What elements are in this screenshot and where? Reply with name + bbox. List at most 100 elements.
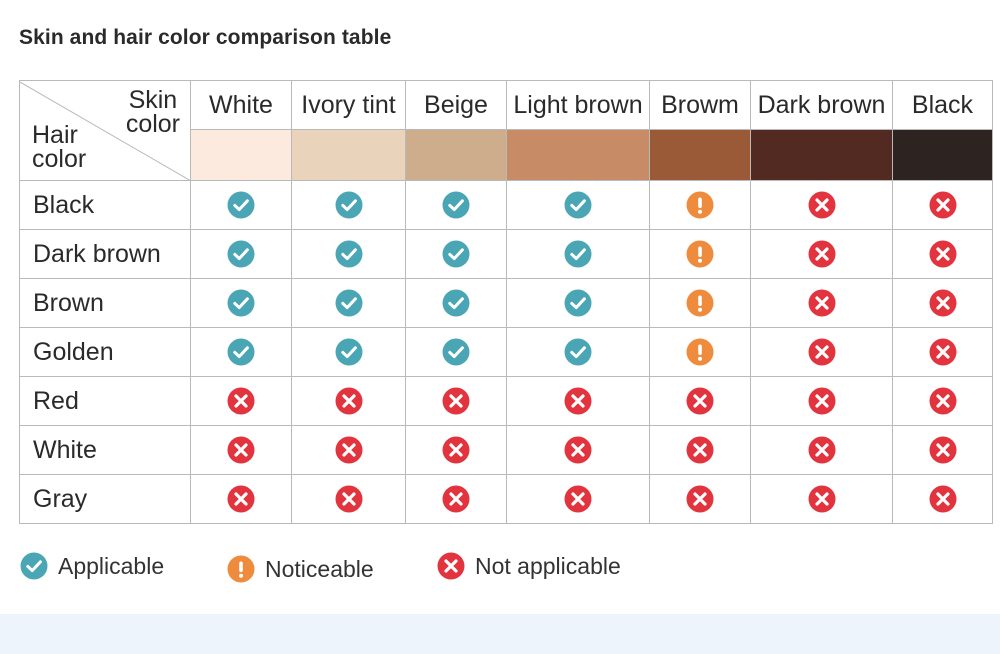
- swatch-row: [20, 129, 993, 181]
- skin-name: Dark brown: [757, 90, 886, 119]
- compat-cell: [190, 376, 292, 426]
- exclamation-circle-icon: [686, 240, 714, 268]
- cross-circle-icon: [929, 387, 957, 415]
- cross-circle-icon: [335, 387, 363, 415]
- check-circle-icon: [442, 289, 470, 317]
- skin-name: White: [209, 90, 273, 119]
- check-circle-icon: [335, 289, 363, 317]
- page-title: Skin and hair color comparison table: [19, 26, 392, 49]
- compat-cell: [405, 229, 507, 279]
- cross-circle-icon: [437, 552, 465, 580]
- check-circle-icon: [335, 240, 363, 268]
- comparison-table: Skin color Hair color White Ivory tint B…: [19, 80, 993, 524]
- cross-circle-icon: [808, 485, 836, 513]
- skin-swatch-black: [892, 129, 993, 181]
- hair-label-line1: Hair: [32, 120, 78, 149]
- compat-cell: [892, 327, 993, 377]
- compat-cell: [190, 180, 292, 230]
- header-row: Skin color Hair color White Ivory tint B…: [19, 80, 993, 181]
- compat-cell: [506, 474, 650, 524]
- hair-color-label: Black: [19, 180, 191, 230]
- cross-circle-icon: [808, 289, 836, 317]
- skin-swatch-beige: [405, 129, 507, 181]
- compat-cell: [892, 229, 993, 279]
- compat-cell: [506, 425, 650, 475]
- check-circle-icon: [227, 289, 255, 317]
- skin-name: Light brown: [513, 90, 643, 119]
- legend: Applicable Noticeable Not applicable: [0, 552, 1000, 588]
- legend-label: Applicable: [58, 552, 165, 579]
- skin-name: Beige: [424, 90, 488, 119]
- cross-circle-icon: [929, 338, 957, 366]
- compat-cell: [291, 278, 406, 328]
- compat-cell: [291, 474, 406, 524]
- bottom-band: [0, 614, 1000, 654]
- compat-cell: [649, 229, 751, 279]
- compat-cell: [291, 180, 406, 230]
- table-row: Red: [19, 376, 993, 426]
- compat-cell: [649, 278, 751, 328]
- compat-cell: [291, 327, 406, 377]
- check-circle-icon: [227, 338, 255, 366]
- check-circle-icon: [564, 289, 592, 317]
- compat-cell: [506, 376, 650, 426]
- skin-col-beige: Beige: [405, 80, 507, 130]
- table-row: Golden: [19, 327, 993, 377]
- compat-cell: [649, 180, 751, 230]
- cross-circle-icon: [686, 387, 714, 415]
- cross-circle-icon: [686, 485, 714, 513]
- compat-cell: [506, 327, 650, 377]
- compat-cell: [750, 376, 893, 426]
- compat-cell: [291, 376, 406, 426]
- compat-cell: [649, 376, 751, 426]
- compat-cell: [190, 229, 292, 279]
- diagonal-divider: [20, 81, 190, 180]
- hair-color-axis-label: Hair color: [32, 120, 86, 171]
- compat-cell: [750, 327, 893, 377]
- compat-cell: [405, 180, 507, 230]
- compat-cell: [892, 180, 993, 230]
- compat-cell: [506, 180, 650, 230]
- legend-applicable: Applicable: [20, 552, 164, 580]
- check-circle-icon: [20, 552, 48, 580]
- compat-cell: [405, 327, 507, 377]
- compat-cell: [750, 425, 893, 475]
- exclamation-circle-icon: [686, 191, 714, 219]
- cross-circle-icon: [442, 387, 470, 415]
- compat-cell: [892, 474, 993, 524]
- compat-cell: [405, 474, 507, 524]
- hair-color-label: Dark brown: [19, 229, 191, 279]
- skin-name: Black: [911, 90, 974, 119]
- exclamation-circle-icon: [686, 338, 714, 366]
- compat-cell: [649, 425, 751, 475]
- compat-cell: [750, 474, 893, 524]
- skin-swatch-light-brown: [506, 129, 650, 181]
- cross-circle-icon: [808, 338, 836, 366]
- skin-col-ivory-tint: Ivory tint: [291, 80, 406, 130]
- skin-col-light-brown: Light brown: [506, 80, 650, 130]
- cross-circle-icon: [227, 387, 255, 415]
- table-body: Black Dark brown Brown Golden Red White Gray: [19, 180, 993, 524]
- cross-circle-icon: [564, 387, 592, 415]
- hair-color-label: Red: [19, 376, 191, 426]
- cross-circle-icon: [335, 485, 363, 513]
- compat-cell: [190, 327, 292, 377]
- skin-color-axis-label: Skin color: [126, 87, 180, 136]
- check-circle-icon: [564, 240, 592, 268]
- skin-col-browm: Browm: [649, 80, 751, 130]
- compat-cell: [892, 376, 993, 426]
- cross-circle-icon: [686, 436, 714, 464]
- cross-circle-icon: [564, 436, 592, 464]
- table-row: Dark brown: [19, 229, 993, 279]
- cross-circle-icon: [564, 485, 592, 513]
- cross-circle-icon: [929, 191, 957, 219]
- check-circle-icon: [335, 191, 363, 219]
- cross-circle-icon: [929, 240, 957, 268]
- check-circle-icon: [564, 191, 592, 219]
- cross-circle-icon: [808, 191, 836, 219]
- compat-cell: [405, 278, 507, 328]
- compat-cell: [892, 425, 993, 475]
- skin-swatch-white: [190, 129, 292, 181]
- check-circle-icon: [442, 191, 470, 219]
- compat-cell: [649, 474, 751, 524]
